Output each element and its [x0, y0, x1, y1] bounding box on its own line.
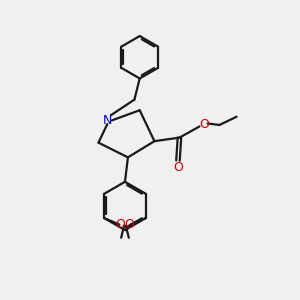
Text: O: O [199, 118, 209, 130]
Text: O: O [116, 218, 126, 231]
Text: O: O [124, 218, 134, 231]
Text: O: O [174, 160, 184, 174]
Text: N: N [103, 114, 112, 127]
